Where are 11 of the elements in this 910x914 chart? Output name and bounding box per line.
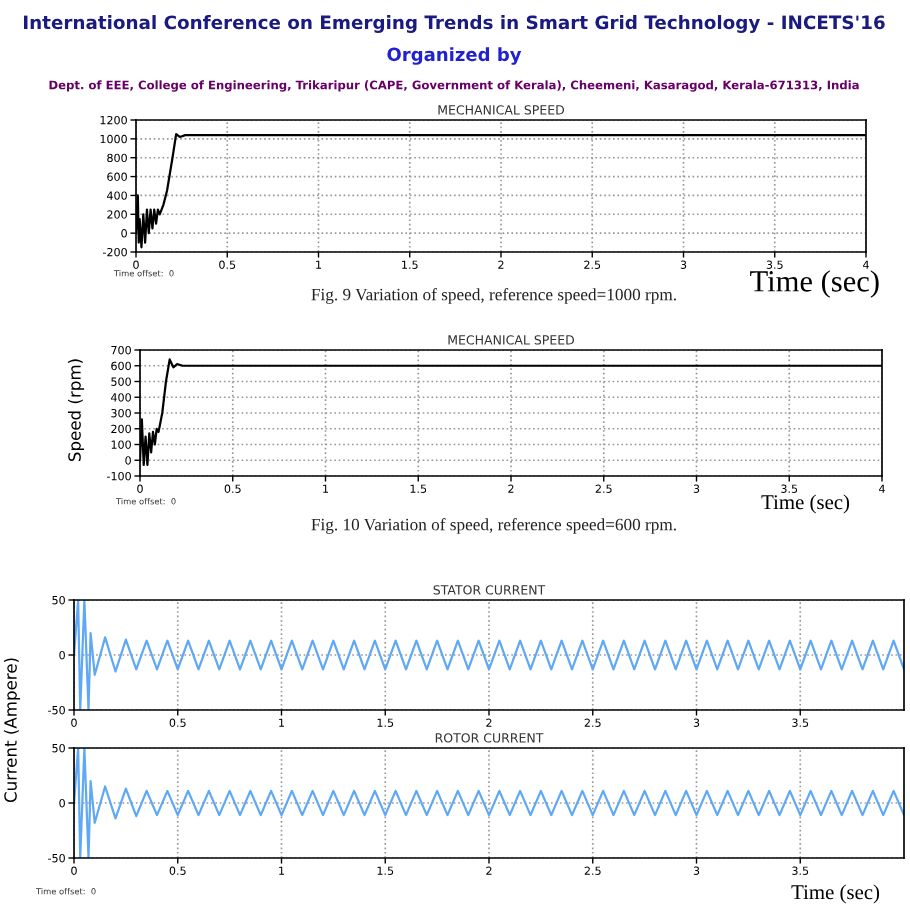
text: International Conference on Emerging Trends in Smart Grid Technology - INCETS'16 [24,15,885,33]
y-axis-title: Current (Ampere) [3,658,21,803]
x-axis-title: Time (sec) [761,494,850,514]
caption: Fig. 10 Variation of speed, reference speed=600 rpm. [311,518,676,534]
line-series [74,748,904,858]
text: Organized by [387,47,522,65]
x-axis-title: Time (sec) [791,884,880,904]
y-axis-title: Speed (rpm) [67,359,85,462]
line-series [74,600,904,710]
x-axis-title: Time (sec) [750,270,879,298]
caption: Fig. 9 Variation of speed, reference speed=1000 rpm. [311,288,676,304]
